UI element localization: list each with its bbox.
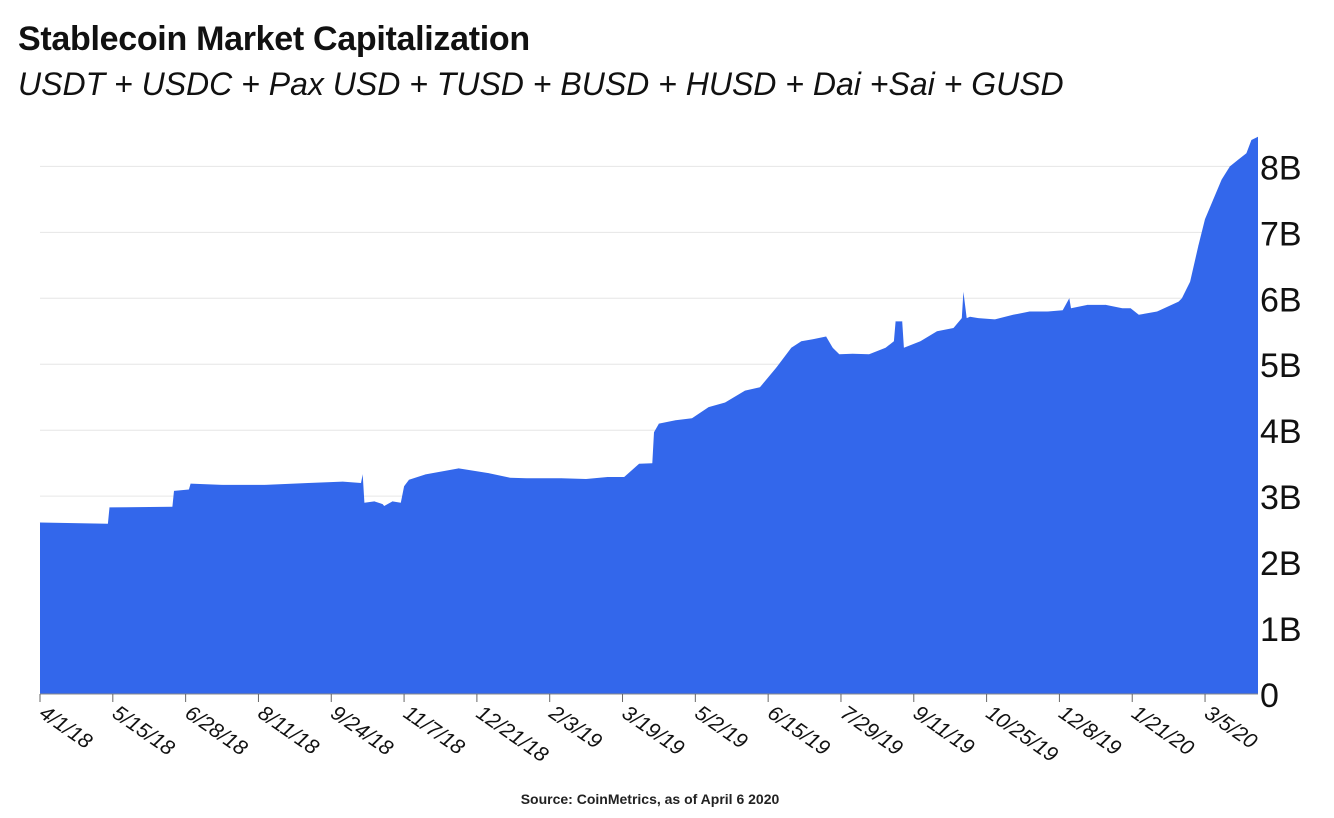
y-tick-label: 3B bbox=[1260, 479, 1302, 517]
x-tick-label: 5/15/18 bbox=[108, 701, 179, 760]
x-tick-label: 2/3/19 bbox=[544, 701, 606, 754]
x-tick-label: 12/21/18 bbox=[472, 701, 552, 767]
y-tick-label: 7B bbox=[1260, 215, 1302, 253]
x-tick-label: 9/11/19 bbox=[909, 701, 979, 759]
x-tick-label: 10/25/19 bbox=[982, 701, 1062, 767]
source-note: Source: CoinMetrics, as of April 6 2020 bbox=[520, 791, 780, 807]
x-tick-label: 7/29/19 bbox=[836, 701, 907, 760]
chart-subtitle: USDT + USDC + Pax USD + TUSD + BUSD + HU… bbox=[18, 66, 1064, 102]
x-tick-label: 1/21/20 bbox=[1127, 701, 1198, 760]
x-tick-label: 12/8/19 bbox=[1055, 701, 1126, 760]
x-tick-label: 6/15/19 bbox=[763, 701, 834, 760]
y-tick-label: 8B bbox=[1260, 149, 1302, 187]
x-tick-label: 5/2/19 bbox=[690, 701, 751, 754]
x-tick-label: 3/19/19 bbox=[618, 701, 689, 760]
chart-title: Stablecoin Market Capitalization bbox=[18, 20, 530, 58]
y-tick-label: 2B bbox=[1260, 545, 1302, 583]
y-tick-label: 5B bbox=[1260, 347, 1302, 385]
x-tick-label: 9/24/18 bbox=[326, 701, 397, 760]
y-tick-label: 6B bbox=[1260, 281, 1302, 319]
x-tick-label: 4/1/18 bbox=[35, 701, 96, 754]
x-tick-label: 6/28/18 bbox=[181, 701, 252, 760]
x-axis: 4/1/18 5/15/18 6/28/18 8/11/18 9/24/18 11/7/1… bbox=[35, 693, 1261, 767]
x-tick-label: 3/5/20 bbox=[1200, 701, 1261, 754]
y-tick-label: 1B bbox=[1260, 611, 1302, 649]
y-tick-label: 0 bbox=[1260, 677, 1279, 715]
x-tick-label: 11/7/18 bbox=[399, 701, 469, 759]
y-tick-label: 4B bbox=[1260, 413, 1302, 451]
plot-area bbox=[39, 136, 1259, 694]
x-tick-label: 8/11/18 bbox=[254, 701, 324, 759]
y-axis: 0 1B 2B 3B 4B 5B 6B 7B 8B bbox=[1260, 149, 1302, 715]
series-area-0 bbox=[40, 136, 1258, 694]
